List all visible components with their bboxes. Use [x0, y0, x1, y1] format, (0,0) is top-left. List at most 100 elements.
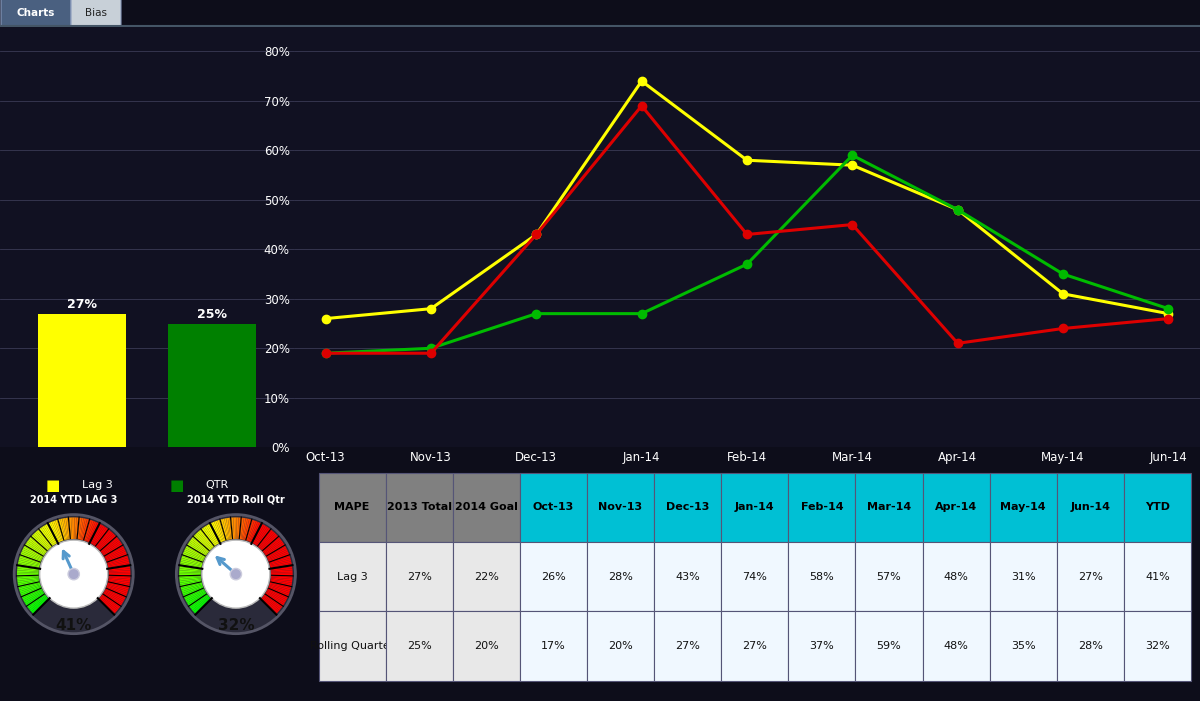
Polygon shape: [233, 517, 235, 539]
Polygon shape: [186, 545, 205, 557]
Polygon shape: [186, 591, 205, 603]
Polygon shape: [79, 518, 84, 540]
Polygon shape: [270, 562, 292, 567]
Polygon shape: [41, 527, 54, 545]
Polygon shape: [191, 596, 209, 611]
Polygon shape: [50, 522, 60, 542]
Polygon shape: [187, 543, 206, 556]
Polygon shape: [100, 597, 118, 611]
Polygon shape: [108, 559, 128, 566]
Polygon shape: [216, 521, 224, 541]
Polygon shape: [264, 540, 282, 554]
Polygon shape: [263, 596, 281, 611]
Polygon shape: [103, 593, 121, 606]
Text: 2014: 2014: [704, 0, 790, 1]
Polygon shape: [80, 519, 88, 540]
Polygon shape: [104, 548, 125, 559]
Polygon shape: [86, 521, 96, 542]
Polygon shape: [239, 517, 242, 539]
Polygon shape: [109, 572, 131, 574]
Polygon shape: [254, 526, 268, 545]
Polygon shape: [265, 592, 284, 604]
Polygon shape: [101, 596, 119, 611]
Polygon shape: [77, 517, 80, 539]
Polygon shape: [241, 518, 246, 540]
Polygon shape: [17, 574, 38, 576]
Polygon shape: [200, 529, 215, 547]
Polygon shape: [103, 542, 121, 555]
Polygon shape: [179, 569, 200, 572]
Text: Lag 3: Lag 3: [83, 480, 113, 490]
Polygon shape: [109, 574, 131, 576]
Polygon shape: [20, 553, 41, 562]
Polygon shape: [108, 580, 130, 586]
Polygon shape: [184, 550, 204, 560]
Polygon shape: [264, 594, 282, 609]
Text: QTR: QTR: [206, 480, 229, 490]
Polygon shape: [179, 574, 200, 576]
Polygon shape: [18, 562, 40, 567]
Polygon shape: [46, 524, 58, 544]
Polygon shape: [246, 520, 254, 541]
Polygon shape: [17, 569, 38, 572]
Text: 2013 TOTAL: 2013 TOTAL: [24, 0, 144, 1]
Polygon shape: [18, 578, 38, 583]
Polygon shape: [270, 580, 292, 586]
Polygon shape: [23, 589, 42, 600]
Polygon shape: [70, 517, 72, 539]
Polygon shape: [209, 523, 221, 543]
Polygon shape: [24, 546, 43, 558]
Polygon shape: [25, 592, 44, 604]
Polygon shape: [76, 517, 78, 539]
Polygon shape: [85, 521, 94, 541]
Polygon shape: [181, 558, 202, 565]
Polygon shape: [24, 545, 43, 557]
Polygon shape: [106, 550, 126, 560]
Polygon shape: [181, 559, 202, 566]
Polygon shape: [221, 519, 228, 540]
Polygon shape: [94, 528, 108, 546]
Polygon shape: [188, 542, 206, 555]
Polygon shape: [238, 517, 240, 539]
Polygon shape: [22, 551, 42, 561]
Polygon shape: [187, 592, 206, 604]
Polygon shape: [67, 517, 71, 539]
Polygon shape: [263, 538, 281, 552]
Polygon shape: [232, 517, 234, 539]
Polygon shape: [26, 542, 44, 555]
Polygon shape: [271, 575, 293, 578]
Polygon shape: [265, 543, 284, 556]
Polygon shape: [106, 551, 126, 561]
Polygon shape: [106, 588, 126, 598]
Polygon shape: [17, 566, 38, 571]
Polygon shape: [18, 563, 40, 569]
Polygon shape: [211, 522, 221, 543]
Polygon shape: [268, 551, 288, 561]
Polygon shape: [271, 577, 293, 581]
Polygon shape: [78, 518, 82, 539]
Polygon shape: [30, 536, 48, 552]
Polygon shape: [235, 517, 236, 539]
Polygon shape: [268, 548, 287, 559]
Polygon shape: [89, 522, 98, 543]
Polygon shape: [107, 586, 127, 595]
Polygon shape: [253, 525, 265, 544]
Polygon shape: [248, 521, 258, 542]
Polygon shape: [264, 539, 282, 553]
Polygon shape: [83, 519, 90, 540]
Polygon shape: [19, 585, 41, 593]
Polygon shape: [17, 575, 38, 578]
Polygon shape: [66, 518, 70, 539]
Polygon shape: [179, 576, 200, 579]
Polygon shape: [236, 517, 239, 539]
Polygon shape: [269, 553, 289, 562]
Polygon shape: [74, 517, 77, 539]
Polygon shape: [47, 523, 58, 543]
Polygon shape: [20, 586, 41, 595]
Polygon shape: [54, 521, 62, 541]
Polygon shape: [32, 533, 49, 550]
Polygon shape: [62, 518, 67, 540]
Polygon shape: [185, 590, 205, 601]
Polygon shape: [17, 570, 38, 573]
Polygon shape: [271, 576, 293, 579]
